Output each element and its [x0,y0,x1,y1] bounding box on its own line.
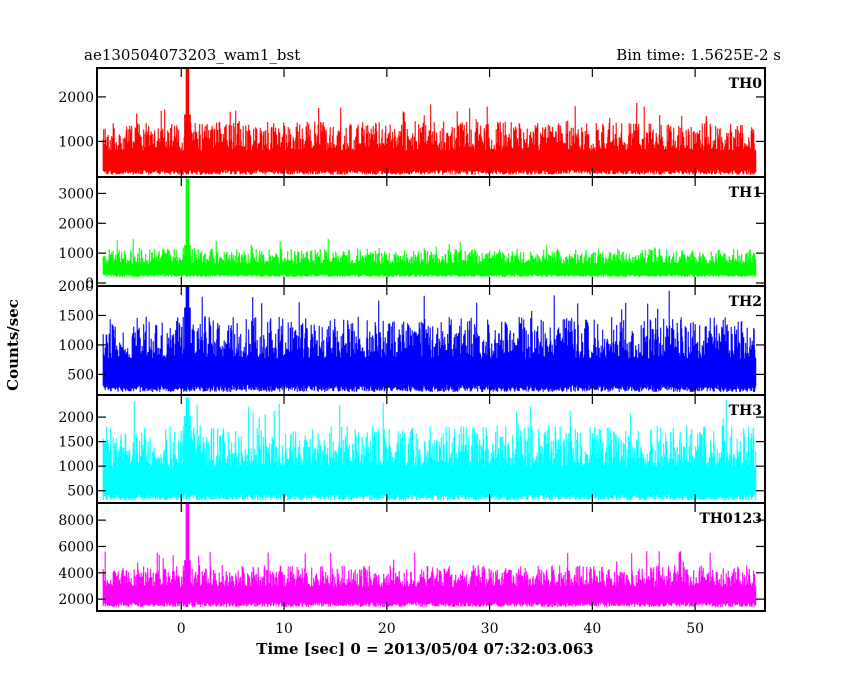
panel-label-th0: TH0 [729,76,763,92]
y-tick-label: 1000 [58,338,94,354]
x-tick-label: 10 [275,621,293,637]
x-tick-label: 40 [583,621,601,637]
panel-label-th2: TH2 [729,294,762,310]
y-tick-label: 1500 [58,435,94,451]
y-tick-label: 2000 [58,216,94,232]
panel-th3: 500 1000 1500 2000 TH3 [58,394,766,504]
y-tick-label: 500 [67,367,94,383]
x-axis-title: Time [sec] 0 = 2013/05/04 07:32:03.063 [256,640,593,658]
y-tick-label: 2000 [58,410,94,426]
series-th2 [102,286,757,392]
panel-th0123: 2000 4000 6000 8000 TH0123 [58,502,766,612]
y-axis-title: Counts/sec [4,299,22,391]
panel-label-th3: TH3 [729,403,762,419]
y-tick-label: 3000 [58,186,94,202]
y-tick-label: 500 [67,484,94,500]
y-tick-label: 1000 [58,459,94,475]
y-tick-label: 2000 [58,279,94,295]
series-th3 [102,397,757,501]
panel-th0: 1000 2000 TH0 [58,67,766,178]
series-th1 [102,178,757,277]
panel-th2: 500 1000 1500 2000 TH2 [58,279,766,396]
series-th0123 [102,503,757,607]
y-tick-label: 1500 [58,308,94,324]
panel-th1: 0 1000 2000 3000 TH1 [58,176,766,292]
y-tick-label: 0 [85,276,94,292]
panel-label-th0123: TH0123 [699,511,762,527]
y-tick-label: 1000 [58,246,94,262]
x-tick-label: 20 [378,621,396,637]
bin-time-label: Bin time: 1.5625E-2 s [616,46,781,64]
x-tick-label: 50 [686,621,704,637]
y-tick-label: 8000 [58,513,94,529]
x-tick-label: 30 [481,621,499,637]
y-tick-label: 2000 [58,90,94,106]
chart-title: ae130504073203_wam1_bst [84,46,300,64]
y-tick-label: 2000 [58,592,94,608]
panel-label-th1: TH1 [729,185,762,201]
y-tick-label: 1000 [58,134,94,150]
y-tick-label: 6000 [58,539,94,555]
series-th0 [102,68,757,175]
x-tick-label: 0 [177,621,186,637]
y-tick-label: 4000 [58,566,94,582]
panel-frame [96,502,766,612]
